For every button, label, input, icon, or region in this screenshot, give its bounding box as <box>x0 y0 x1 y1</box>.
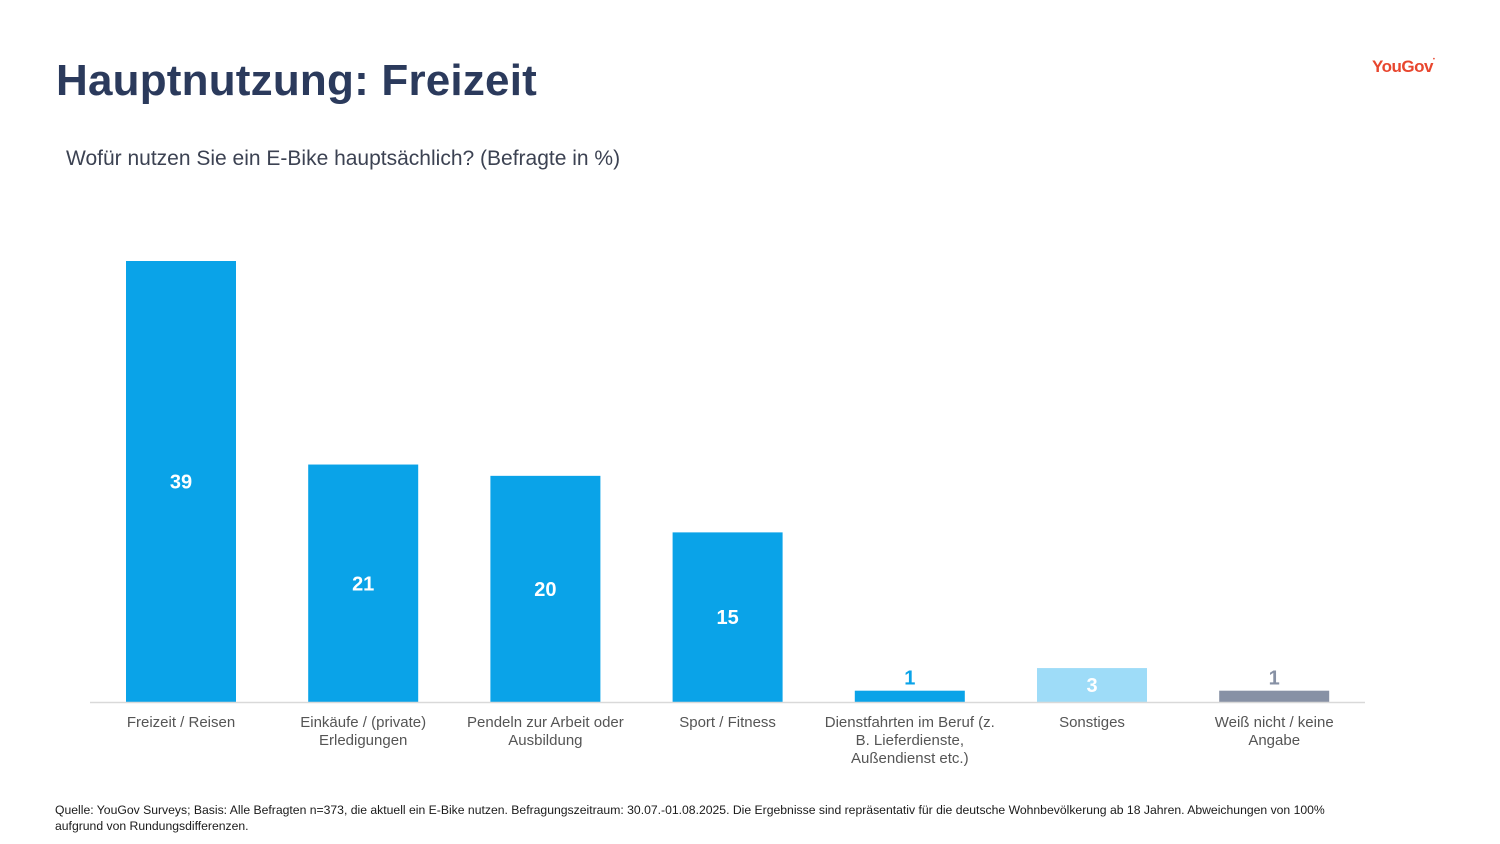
category-label: Pendeln zur Arbeit oder <box>467 714 624 731</box>
bar-value-label: 15 <box>716 607 738 629</box>
source-footnote: Quelle: YouGov Surveys; Basis: Alle Befr… <box>55 803 1325 833</box>
bars-layer <box>126 261 1330 702</box>
category-label: Weiß nicht / keine <box>1215 714 1334 731</box>
yougov-logo: YouGov• <box>1372 57 1435 76</box>
chart-question: Wofür nutzen Sie ein E-Bike hauptsächlic… <box>66 147 621 170</box>
category-label: Sport / Fitness <box>679 714 776 731</box>
labels-layer: 39 Freizeit / Reisen 21 Einkäufe / (private… <box>127 472 1334 768</box>
bar <box>1219 690 1330 702</box>
bar <box>1037 668 1147 702</box>
bar <box>490 475 601 702</box>
bar-value-label: 1 <box>1269 668 1280 690</box>
category-label: Sonstiges <box>1059 714 1125 731</box>
bar <box>126 261 236 702</box>
logo-text: YouGov <box>1372 57 1433 76</box>
bar-value-label: 21 <box>352 573 374 595</box>
bar <box>308 464 419 702</box>
category-label: Freizeit / Reisen <box>127 714 235 731</box>
bar-value-label: 3 <box>1086 675 1097 697</box>
bar-value-label: 1 <box>904 668 915 690</box>
page-title: Hauptnutzung: Freizeit <box>56 56 538 105</box>
bar-value-label: 39 <box>170 472 192 494</box>
bar <box>672 532 783 702</box>
category-label: Einkäufe / (private) <box>300 714 426 731</box>
category-label: Erledigungen <box>319 732 407 749</box>
category-label: Dienstfahrten im Beruf (z. <box>825 714 995 731</box>
category-label: Außendienst etc.) <box>851 750 969 767</box>
bar <box>854 690 965 702</box>
bar-value-label: 20 <box>534 579 556 601</box>
category-label: B. Lieferdienste, <box>856 732 964 749</box>
category-label: Angabe <box>1248 732 1300 749</box>
category-label: Ausbildung <box>508 732 582 749</box>
